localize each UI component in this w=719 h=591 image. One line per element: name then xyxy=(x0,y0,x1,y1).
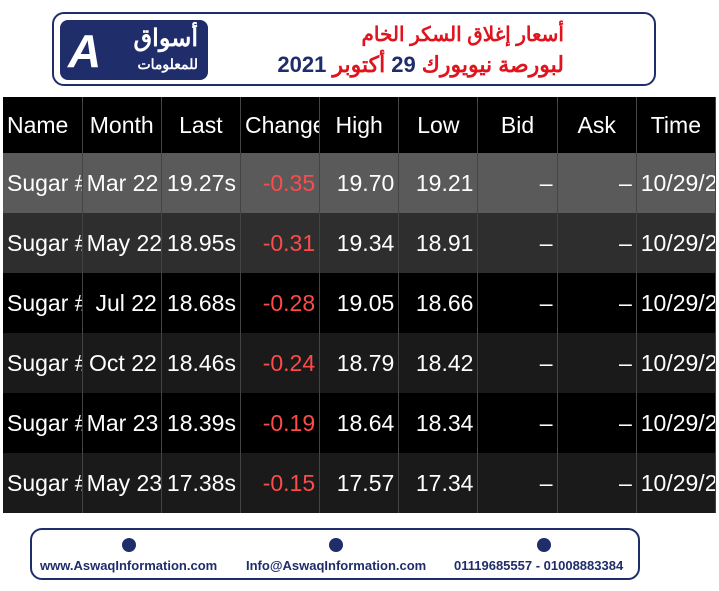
column-header: Low xyxy=(398,97,479,153)
cell: 19.34 xyxy=(319,213,400,273)
cell: 18.46s xyxy=(161,333,241,393)
cell: 17.57 xyxy=(319,453,400,513)
subtitle: لبورصة نيويورك29أكتوبر2021 xyxy=(271,52,564,78)
cell: – xyxy=(477,333,558,393)
globe-icon xyxy=(122,538,136,552)
cell: 10/29/2021 xyxy=(636,153,717,213)
cell: Sugar #11 xyxy=(3,213,83,273)
cell: 19.27s xyxy=(161,153,241,213)
cell: -0.19 xyxy=(240,393,321,453)
cell: Sugar #11 xyxy=(3,153,83,213)
cell: May 23 xyxy=(82,453,162,513)
row: Sugar #11May 2218.95s-0.3119.3418.91––10… xyxy=(3,213,717,273)
cell: -0.28 xyxy=(240,273,321,333)
cell: Mar 22 xyxy=(82,153,162,213)
cell: -0.31 xyxy=(240,213,321,273)
subtitle-part: 2021 xyxy=(277,52,327,77)
cell: 18.95s xyxy=(161,213,241,273)
cell: 18.68s xyxy=(161,273,241,333)
subtitle-part: 29 xyxy=(391,52,416,77)
phone: 01119685557 - 01008883384 xyxy=(454,558,624,573)
cell: Mar 23 xyxy=(82,393,162,453)
email[interactable]: Info@AswaqInformation.com xyxy=(246,558,427,573)
cell: – xyxy=(477,453,558,513)
column-header: Bid xyxy=(477,97,558,153)
cell: 18.79 xyxy=(319,333,400,393)
footer: www.AswaqInformation.com Info@AswaqInfor… xyxy=(30,528,640,580)
title: أسعار إغلاق السكر الخام xyxy=(361,24,564,46)
subtitle-part: لبورصة نيويورك xyxy=(421,52,564,77)
cell: Sugar #11 xyxy=(3,333,83,393)
cell: -0.24 xyxy=(240,333,321,393)
cell: – xyxy=(557,213,637,273)
mail-icon xyxy=(329,538,343,552)
cell: -0.35 xyxy=(240,153,321,213)
column-header: High xyxy=(319,97,400,153)
logo-letter: A xyxy=(68,25,102,77)
cell: – xyxy=(477,273,558,333)
subtitle-part: أكتوبر xyxy=(332,52,386,77)
quotes-table: Name Month Last Change High Low Bid Ask Time Suga… xyxy=(3,97,717,513)
row: Sugar #11Mar 2219.27s-0.3519.7019.21––10… xyxy=(3,153,717,213)
phone-icon xyxy=(537,538,551,552)
cell: – xyxy=(557,453,637,513)
cell: – xyxy=(557,273,637,333)
cell: 18.91 xyxy=(398,213,479,273)
logo-line: للمعلومات xyxy=(137,56,198,72)
cell: Jul 22 xyxy=(82,273,162,333)
cell: 17.34 xyxy=(398,453,479,513)
cell: 18.42 xyxy=(398,333,479,393)
cell: Sugar #11 xyxy=(3,393,83,453)
cell: – xyxy=(477,393,558,453)
column-header: Last xyxy=(161,97,241,153)
cell: 18.66 xyxy=(398,273,479,333)
cell: 10/29/2021 xyxy=(636,393,717,453)
cell: 17.38s xyxy=(161,453,241,513)
cell: – xyxy=(557,153,637,213)
column-header: Name xyxy=(3,97,83,153)
cell: -0.15 xyxy=(240,453,321,513)
logo: A أسواق للمعلومات xyxy=(60,20,208,80)
cell: 10/29/2021 xyxy=(636,273,717,333)
cell: 18.39s xyxy=(161,393,241,453)
cell: Sugar #11 xyxy=(3,453,83,513)
cell: May 22 xyxy=(82,213,162,273)
cell: – xyxy=(557,333,637,393)
cell: 18.34 xyxy=(398,393,479,453)
row: Sugar #11Oct 2218.46s-0.2418.7918.42––10… xyxy=(3,333,717,393)
cell: Sugar #11 xyxy=(3,273,83,333)
cell: 18.64 xyxy=(319,393,400,453)
cell: 19.05 xyxy=(319,273,400,333)
column-header: Ask xyxy=(557,97,637,153)
header-row: Name Month Last Change High Low Bid Ask Time xyxy=(3,97,717,153)
cell: Oct 22 xyxy=(82,333,162,393)
cell: 19.21 xyxy=(398,153,479,213)
cell: 10/29/2021 xyxy=(636,213,717,273)
row: Sugar #11Mar 2318.39s-0.1918.6418.34––10… xyxy=(3,393,717,453)
logo-line: أسواق xyxy=(133,25,198,52)
cell: 19.70 xyxy=(319,153,400,213)
row: Sugar #11Jul 2218.68s-0.2819.0518.66––10… xyxy=(3,273,717,333)
header: A أسواق للمعلومات أسعار إغلاق السكر الخا… xyxy=(52,12,656,86)
website[interactable]: www.AswaqInformation.com xyxy=(40,558,218,573)
cell: – xyxy=(477,213,558,273)
column-header: Change xyxy=(240,97,321,153)
column-header: Time xyxy=(636,97,717,153)
cell: 10/29/2021 xyxy=(636,453,717,513)
row: Sugar #11May 2317.38s-0.1517.5717.34––10… xyxy=(3,453,717,513)
column-header: Month xyxy=(82,97,162,153)
cell: 10/29/2021 xyxy=(636,333,717,393)
cell: – xyxy=(477,153,558,213)
cell: – xyxy=(557,393,637,453)
